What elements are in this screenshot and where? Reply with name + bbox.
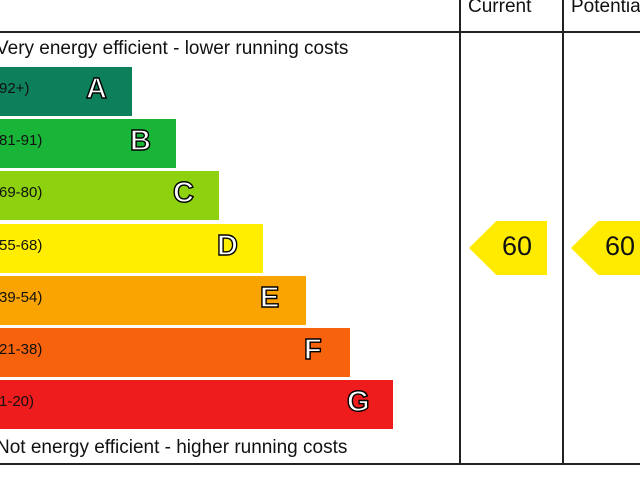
band-letter: G [346,385,370,418]
band-e: (39-54) E [0,276,306,325]
band-letter: A [85,72,107,105]
band-range-label: (55-68) [0,237,43,254]
band-letter: C [172,176,194,209]
band-range-label: (21-38) [0,341,43,358]
band-f: (21-38) F [0,328,350,377]
band-letter: B [129,124,151,157]
bottom-border [0,463,640,465]
current-column-header: Current [468,0,532,17]
band-d: (55-68) D [0,224,263,273]
band-range-label: (92+) [0,80,30,97]
band-letter: D [216,229,238,262]
header-divider [0,31,640,33]
band-c: (69-80) C [0,171,219,220]
bottom-caption: Not energy efficient - higher running co… [0,437,348,458]
band-a: (92+) A [0,67,132,116]
potential-rating-arrow: 60 [571,221,640,275]
potential-column-header: Potential [571,0,640,17]
band-range-label: (81-91) [0,132,43,149]
top-caption: Very energy efficient - lower running co… [0,38,349,59]
current-column-divider [459,0,461,465]
band-g: (1-20) G [0,380,393,429]
band-range-label: (69-80) [0,184,43,201]
current-rating-value: 60 [502,231,533,261]
band-letter: E [259,281,280,314]
potential-rating-value: 60 [605,231,636,261]
band-letter: F [303,333,322,366]
band-range-label: (1-20) [0,393,35,410]
band-range-label: (39-54) [0,289,43,306]
potential-column-divider [562,0,564,465]
current-rating-arrow: 60 [469,221,547,275]
band-b: (81-91) B [0,119,176,168]
